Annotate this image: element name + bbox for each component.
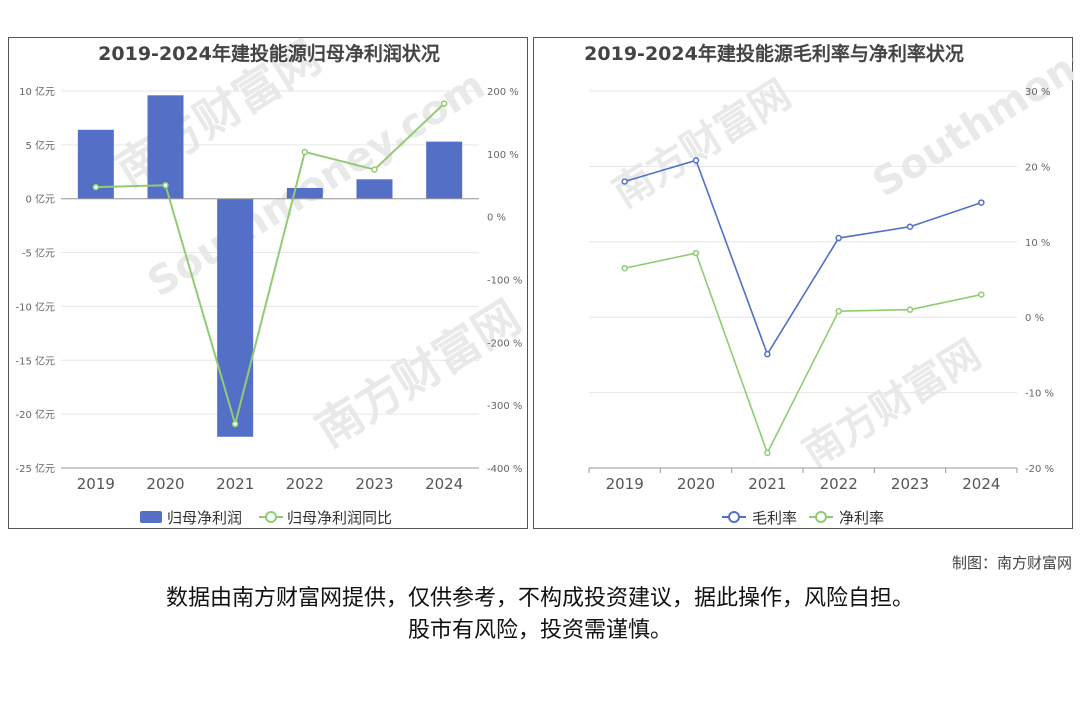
data-point [764,350,771,358]
bar [286,187,323,199]
x-tick-label: 2023 [891,475,929,493]
chart-title: 2019-2024年建投能源毛利率与净利率状况 [584,42,964,65]
x-tick-label: 2019 [606,475,644,493]
y-left-tick-label: 0 亿元 [25,193,55,206]
x-tick-label: 2020 [677,475,715,493]
y-right-tick-label: -400 % [487,464,522,475]
legend-label: 归母净利润同比 [287,509,392,527]
y-right-tick-label: -100 % [487,276,522,287]
x-tick-label: 2020 [146,475,184,493]
bar [217,198,254,437]
x-tick-label: 2022 [286,475,324,493]
legend-label: 归母净利润 [167,509,242,527]
x-tick-label: 2022 [820,475,858,493]
y-right-tick-label: 0 % [487,213,506,224]
left-chart-svg: 南方财富网 Southmoney.com 南方财富网 2019-2024年建投能… [15,38,529,527]
data-point [621,264,628,272]
data-point [301,148,309,156]
disclaimer-line-1: 数据由南方财富网提供，仅供参考，不构成投资建议，据此操作，风险自担。 [165,586,914,611]
data-point [440,100,448,107]
legend-marker [815,511,827,523]
legend-label: 毛利率 [752,509,797,527]
y-right-tick-label: -10 % [1025,389,1054,400]
bar [356,179,393,199]
data-point [835,307,842,315]
y-right-tick-label: 10 % [1025,238,1050,249]
data-point [835,234,842,242]
y-left-tick-label: -25 亿元 [15,462,55,475]
y-left-tick-label: -20 亿元 [15,408,55,421]
x-tick-label: 2023 [355,475,393,493]
bar [147,95,184,199]
data-point [692,157,700,164]
legend-swatch-bar [140,511,162,523]
y-left-tick-label: -10 亿元 [15,300,55,313]
x-tick-label: 2021 [216,475,254,493]
x-tick-label: 2021 [748,475,786,493]
y-right-tick-label: 30 % [1025,87,1050,98]
data-point [978,199,985,206]
data-point [906,223,914,230]
data-point [692,249,700,257]
y-left-tick-label: -15 亿元 [15,354,55,367]
series-line [624,159,982,356]
series-line [95,102,445,428]
y-right-tick-label: -200 % [487,338,522,349]
legend-marker [728,511,740,523]
x-tick-label: 2019 [77,475,115,493]
right-chart-panel: 南方财富网 Southmoney.com 南方财富网 2019-2024年建投能… [533,37,1074,529]
source-label: 制图：南方财富网 [951,554,1072,572]
watermark-text: 南方财富网 [306,290,529,458]
y-right-tick-label: 200 % [487,87,519,98]
right-chart-svg: 南方财富网 Southmoney.com 南方财富网 2019-2024年建投能… [584,38,1074,527]
y-left-tick-label: 10 亿元 [19,85,55,98]
y-left-tick-label: -5 亿元 [22,247,55,260]
y-right-tick-label: 0 % [1025,313,1044,324]
legend-label: 净利率 [839,509,884,527]
y-right-tick-label: -300 % [487,401,522,412]
legend: 毛利率 净利率 [722,509,884,527]
watermark-text: 南方财富网 [605,71,799,216]
chart-title: 2019-2024年建投能源归母净利润状况 [98,42,440,65]
series-line [624,252,982,455]
data-point [162,182,169,189]
legend-marker [265,511,277,523]
data-point [231,420,239,428]
watermark-text: 南方财富网 [795,331,989,476]
x-tick-label: 2024 [962,475,1000,493]
left-chart-panel: 南方财富网 Southmoney.com 南方财富网 2019-2024年建投能… [8,37,529,529]
y-right-tick-label: 100 % [487,150,519,161]
y-left-tick-label: 5 亿元 [25,139,55,152]
data-point [978,291,985,298]
legend: 归母净利润 归母净利润同比 [140,509,392,527]
data-point [371,166,378,173]
bar [426,141,463,199]
data-point [621,178,628,185]
x-tick-label: 2024 [425,475,463,493]
data-point [906,306,914,313]
y-right-tick-label: -20 % [1025,464,1054,475]
y-right-tick-label: 20 % [1025,162,1050,173]
data-point [764,449,771,457]
data-point [92,183,100,191]
disclaimer-line-2: 股市有风险，投资需谨慎。 [407,618,672,643]
